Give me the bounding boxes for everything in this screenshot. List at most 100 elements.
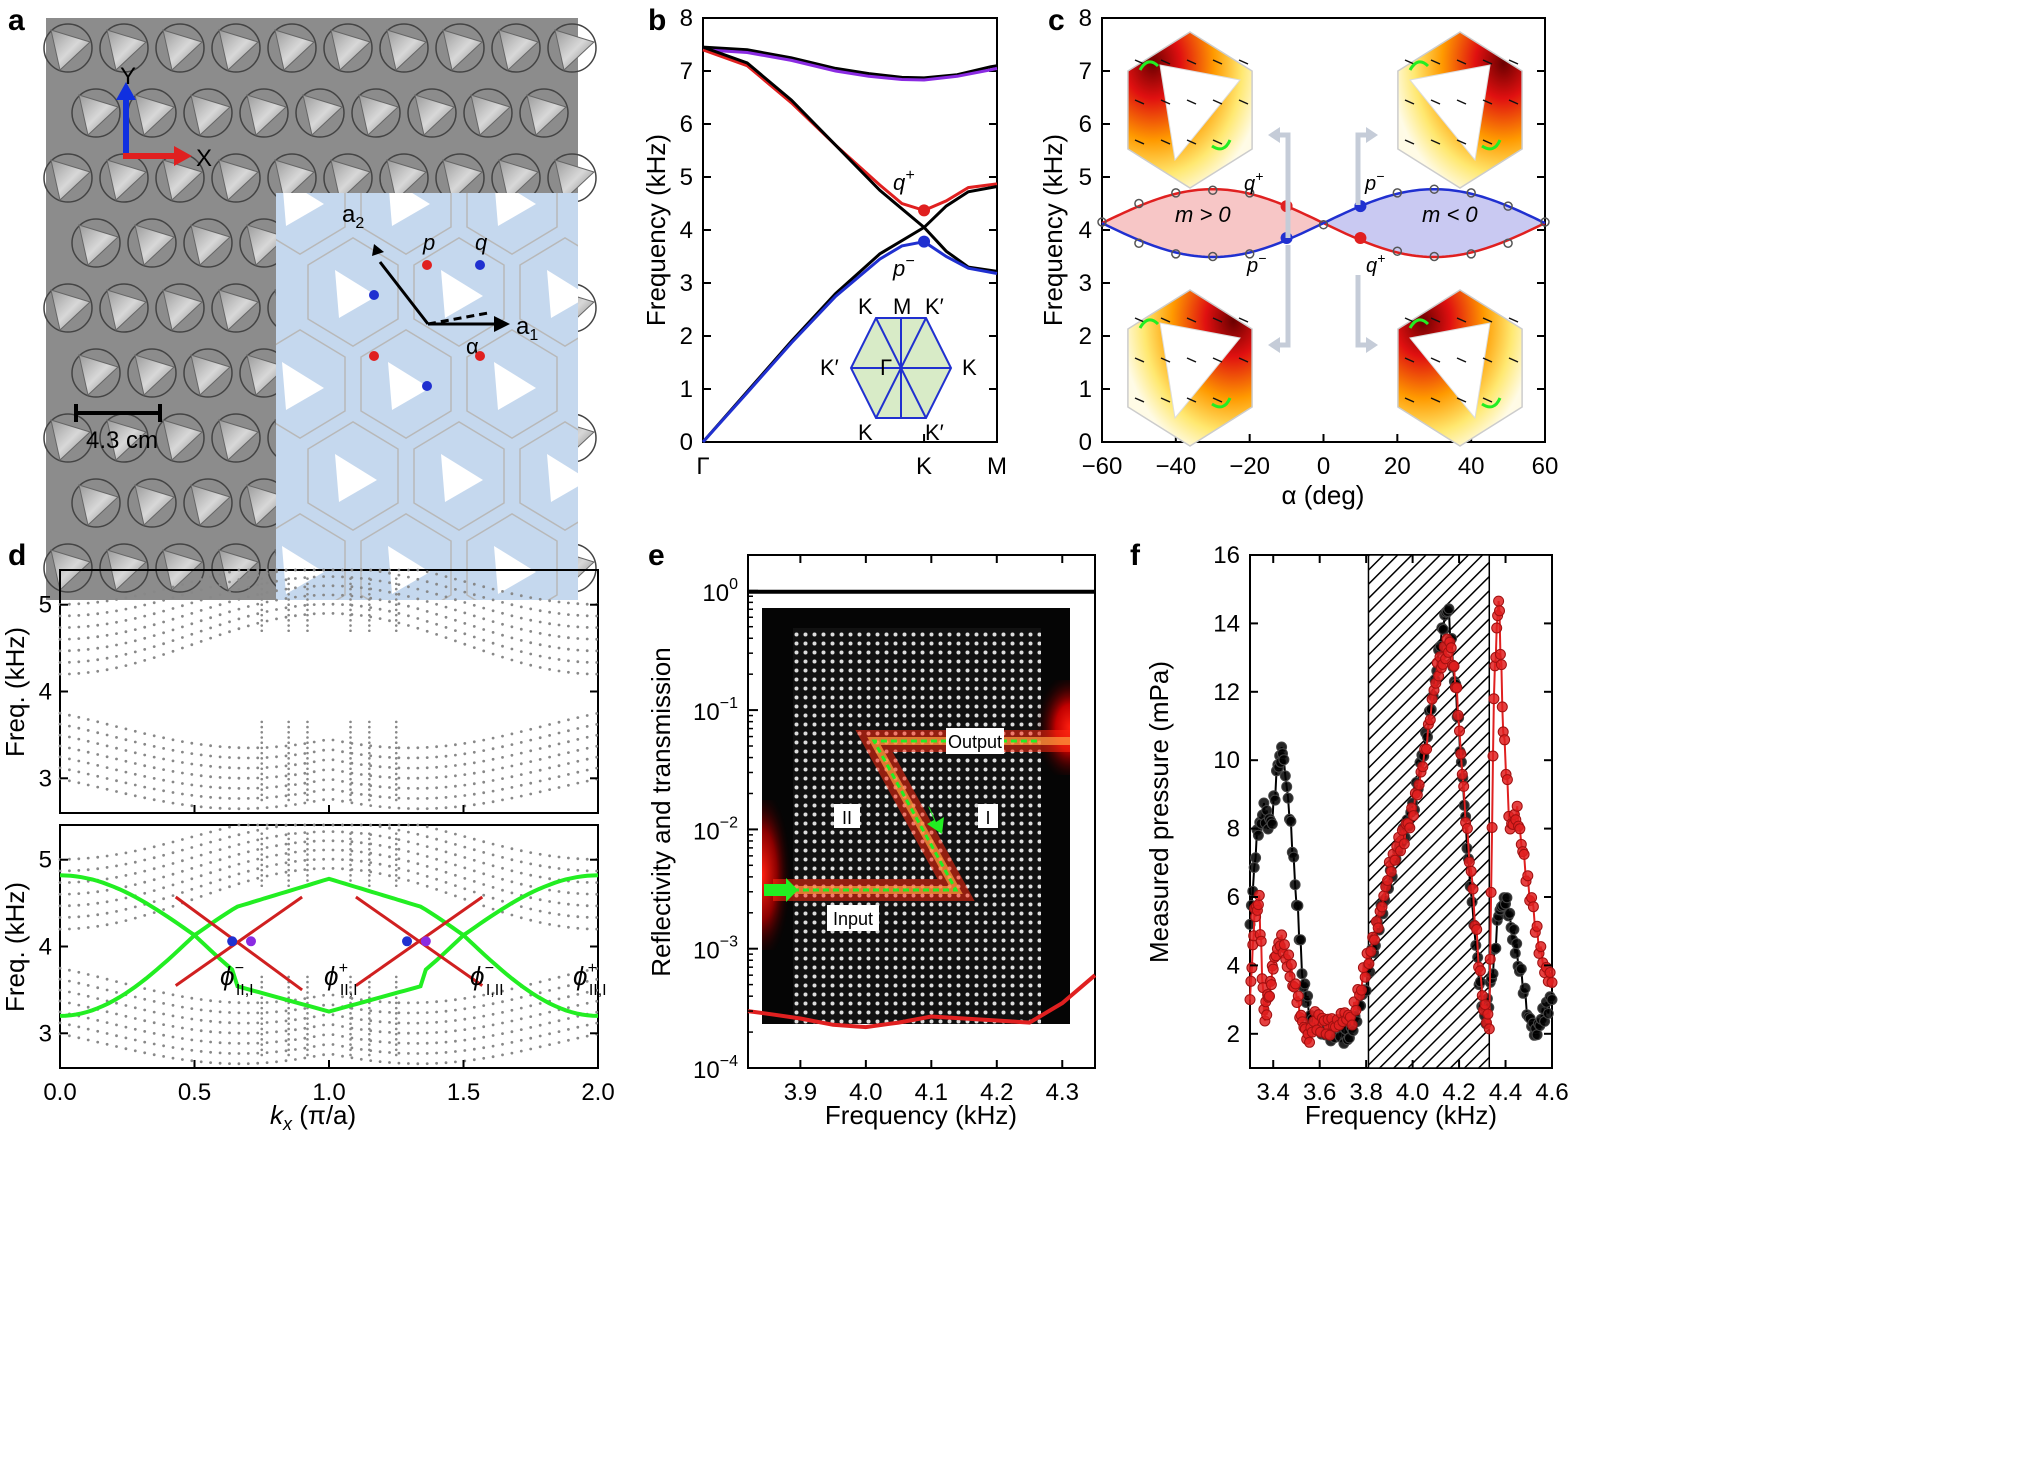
bulk-dot [303,997,307,1000]
bulk-dot [152,856,156,860]
bulk-dot [369,754,373,758]
bulk-dot [209,606,213,609]
bulk-dot [294,586,297,590]
bulk-dot [105,1032,109,1035]
xtick-label-c: −20 [1229,453,1270,480]
lattice-triangle [283,193,324,226]
photo-triangle [134,94,175,136]
bulk-dot [529,1047,533,1051]
bulk-dot [322,1053,325,1057]
bulk-dot [501,1011,504,1014]
bulk-dot [397,1051,401,1055]
bulk-dot [368,868,371,872]
bulk-dot [368,1022,371,1026]
lattice-hexagon [519,237,578,347]
bulk-dot [510,636,514,640]
point-red [1494,605,1505,617]
bulk-dot [256,786,260,790]
ytick-label-f: 12 [1213,679,1240,706]
bulk-dot [378,823,382,827]
bulk-dot [143,648,147,651]
bulk-dot [260,593,264,596]
bulk-dot [190,856,194,860]
label-p-minus-b: p− [892,253,915,281]
point-red [1479,999,1491,1011]
bulk-dot [407,746,410,750]
bulk-dot [359,869,363,872]
bulk-dot [394,751,398,755]
bulk-dot [548,645,551,648]
bulk-dot [246,1052,250,1055]
site-q-dot [475,260,485,270]
bulk-dot [454,1029,457,1033]
bulk-dot [349,788,352,791]
bulk-dot [96,975,100,979]
bulk-dot [425,835,429,839]
bulk-dot [595,614,599,618]
ytick-label-f: 14 [1213,610,1240,637]
bulk-dot [472,614,476,618]
bulk-dot [538,768,542,772]
field-arrow [1508,317,1519,323]
bulk-dot [306,577,309,580]
band-black-crossing-up [702,45,998,230]
bulk-dot [368,608,371,612]
bulk-dot [77,715,81,719]
bulk-dot [256,756,260,760]
bulk-dot [260,1053,264,1057]
bulk-dot [152,1010,156,1014]
bulk-dot [482,801,486,805]
bulk-dot [397,828,401,832]
fill-m-negative [1323,189,1545,257]
bulk-dot [331,798,335,801]
bulk-dot [519,996,523,999]
bulk-dot [209,1050,213,1054]
bulk-dot [287,863,290,867]
point-red [1356,984,1367,996]
bulk-dot [284,852,288,855]
bulk-dot [265,865,269,868]
bulk-dot [260,598,264,601]
bulk-dot [209,754,213,758]
bulk-dot [557,669,561,673]
point-black [1437,624,1449,635]
bulk-dot [394,884,398,888]
bulk-dot [96,742,100,745]
bulk-dot [256,806,260,810]
bulk-dot [306,1053,309,1057]
bulk-dot [576,738,580,741]
bulk-dot [349,613,352,617]
photo-triangle [498,159,539,201]
bulk-dot [68,869,71,873]
bulk-dot [548,1043,551,1046]
brillouin-zone: K M K′ K′ Γ K K K′ [820,294,977,445]
point-red [1476,990,1488,1002]
bulk-dot [58,672,62,676]
bulk-dot [394,603,398,607]
bulk-dot [567,773,570,776]
lattice-hexagon [360,513,452,600]
bulk-dot [294,793,297,796]
bulk-dot [501,766,504,770]
bulk-dot [585,602,589,606]
field-arrow [1186,99,1197,105]
bulk-dot [341,780,344,783]
bulk-dot [260,587,264,591]
xtick-label-d: 2.0 [581,1079,614,1106]
bulk-dot [595,672,599,676]
lattice-hexagon [360,329,452,439]
field-arrow [1430,139,1441,145]
photo-triangle [386,29,427,71]
point-red [1359,971,1371,983]
panel-label-e: e [648,539,665,572]
bulk-dot [143,847,147,851]
bulk-dot [538,790,542,794]
bulk-dot [209,585,213,589]
bulk-dot [425,797,429,800]
bulk-dot [378,745,382,749]
bulk-dot [425,855,429,858]
bulk-dot [77,637,81,640]
